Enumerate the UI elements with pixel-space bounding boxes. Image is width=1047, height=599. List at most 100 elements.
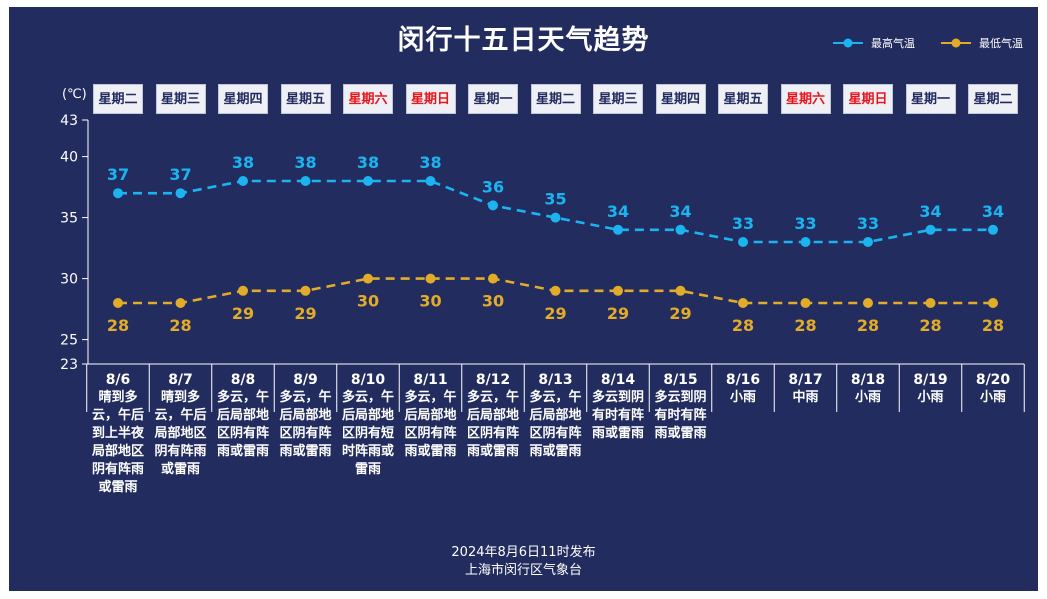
day-column: 8/19 小雨 (899, 371, 962, 407)
high-temp-label: 34 (607, 202, 629, 221)
day-date: 8/6 (105, 372, 131, 388)
day-date: 8/13 (538, 372, 573, 388)
high-temp-label: 38 (419, 153, 441, 172)
high-temp-label: 33 (794, 214, 816, 233)
day-weather: 多云，午后局部地区阴有阵雨或雷雨 (404, 390, 457, 459)
high-temp-point (738, 237, 748, 247)
high-temp-label: 33 (857, 214, 879, 233)
low-temp-point (738, 298, 748, 308)
day-column: 8/10 多云，午后局部地区阴有短时阵雨或雷雨 (337, 371, 400, 479)
footer: 2024年8月6日11时发布 上海市闵行区气象台 (0, 544, 1047, 580)
day-weather: 小雨 (917, 390, 944, 405)
low-temp-point (863, 298, 873, 308)
low-temp-label: 29 (294, 304, 316, 323)
weekday-box: 星期六 (780, 84, 831, 114)
legend-high-marker (833, 38, 863, 48)
chart-title: 闵行十五日天气趋势 (397, 25, 650, 56)
day-column: 8/9 多云，午后局部地区阴有阵雨或雷雨 (274, 371, 337, 461)
legend-item-high[interactable]: 最高气温 (833, 35, 915, 51)
day-weather: 小雨 (979, 390, 1006, 405)
day-weather: 多云到阴有时有阵雨或雷雨 (654, 390, 707, 441)
day-date: 8/15 (663, 372, 698, 388)
low-temp-label: 28 (107, 316, 129, 335)
low-temp-label: 30 (482, 292, 504, 311)
high-temp-point (550, 212, 561, 223)
legend-high-label: 最高气温 (871, 37, 915, 50)
issuer: 上海市闵行区气象台 (464, 563, 582, 578)
day-column: 8/8 多云，午后局部地区阴有阵雨或雷雨 (212, 371, 275, 461)
weekday-box: 星期一 (468, 84, 518, 114)
low-temp-point (363, 273, 373, 284)
high-temp-point (488, 200, 498, 211)
y-tick-label: 43 (60, 113, 78, 129)
day-date: 8/17 (788, 372, 823, 388)
low-temp-point (988, 298, 998, 308)
low-temp-point (238, 285, 248, 296)
day-date: 8/11 (413, 372, 448, 388)
day-column: 8/18 小雨 (837, 371, 900, 407)
day-weather: 中雨 (792, 390, 819, 405)
day-column: 8/11 多云，午后局部地区阴有阵雨或雷雨 (399, 371, 462, 461)
day-weather: 多云，午后局部地区阴有阵雨或雷雨 (529, 390, 582, 459)
weekday-box: 星期二 (968, 84, 1018, 114)
y-tick-label: 40 (60, 150, 78, 166)
day-column: 8/15 多云到阴有时有阵雨或雷雨 (649, 371, 712, 443)
y-axis-unit: (℃) (62, 87, 87, 102)
low-temp-point (675, 285, 686, 296)
low-temp-point (488, 273, 498, 284)
weekday-box: 星期日 (843, 84, 893, 114)
low-temp-point (613, 285, 623, 296)
day-weather: 多云，午后局部地区阴有阵雨或雷雨 (279, 390, 332, 459)
day-date: 8/19 (913, 372, 948, 388)
high-temp-label: 34 (982, 202, 1004, 221)
day-column: 8/6 晴到多云，午后到上半夜局部地区阴有阵雨或雷雨 (87, 371, 150, 497)
high-temp-point (925, 224, 936, 235)
low-temp-label: 29 (232, 304, 254, 323)
high-temp-point (175, 188, 186, 199)
day-column: 8/17 中雨 (774, 371, 837, 407)
weekday-box: 星期四 (655, 84, 706, 114)
high-temp-label: 33 (732, 214, 754, 233)
high-temp-point (863, 237, 873, 247)
high-temp-point (238, 176, 248, 186)
low-temp-label: 29 (669, 304, 691, 323)
day-date: 8/16 (725, 372, 761, 388)
legend: 最高气温 最低气温 (833, 35, 1023, 51)
day-column: 8/13 多云，午后局部地区阴有阵雨或雷雨 (524, 371, 587, 461)
y-tick-label: 25 (60, 333, 78, 349)
high-temp-label: 37 (169, 165, 191, 184)
day-date: 8/18 (850, 372, 886, 388)
high-temp-point (363, 176, 373, 186)
low-temp-label: 29 (544, 304, 566, 323)
day-weather: 多云，午后局部地区阴有阵雨或雷雨 (216, 390, 269, 459)
weekday-box: 星期六 (343, 84, 393, 114)
weekday-box: 星期一 (905, 84, 956, 114)
day-weather: 多云到阴有时有阵雨或雷雨 (591, 390, 644, 441)
y-tick-label: 23 (60, 357, 78, 373)
day-date: 8/10 (350, 372, 386, 388)
day-date: 8/7 (168, 372, 193, 388)
low-temp-point (800, 298, 811, 308)
high-temp-point (613, 224, 623, 235)
low-temp-point (925, 298, 936, 308)
legend-low-marker (941, 38, 971, 48)
weekday-box: 星期三 (155, 84, 206, 114)
high-temp-label: 36 (482, 177, 504, 196)
weekday-box: 星期日 (405, 84, 456, 114)
low-temp-point (300, 285, 311, 296)
day-date: 8/8 (230, 372, 256, 388)
high-temp-label: 38 (357, 153, 379, 172)
high-temp-label: 37 (107, 165, 129, 184)
low-temp-point (175, 298, 186, 308)
low-temp-label: 28 (732, 316, 754, 335)
day-date: 8/9 (293, 372, 318, 388)
legend-item-low[interactable]: 最低气温 (941, 35, 1023, 51)
low-temp-label: 28 (794, 316, 816, 335)
y-tick-label: 30 (60, 272, 78, 288)
low-temp-label: 28 (857, 316, 879, 335)
low-temp-label: 28 (169, 316, 191, 335)
high-temp-point (800, 237, 811, 247)
day-column: 8/14 多云到阴有时有阵雨或雷雨 (587, 371, 650, 443)
day-weather: 小雨 (854, 390, 881, 405)
day-column: 8/7 晴到多云，午后局部地区阴有阵雨或雷雨 (149, 371, 212, 479)
